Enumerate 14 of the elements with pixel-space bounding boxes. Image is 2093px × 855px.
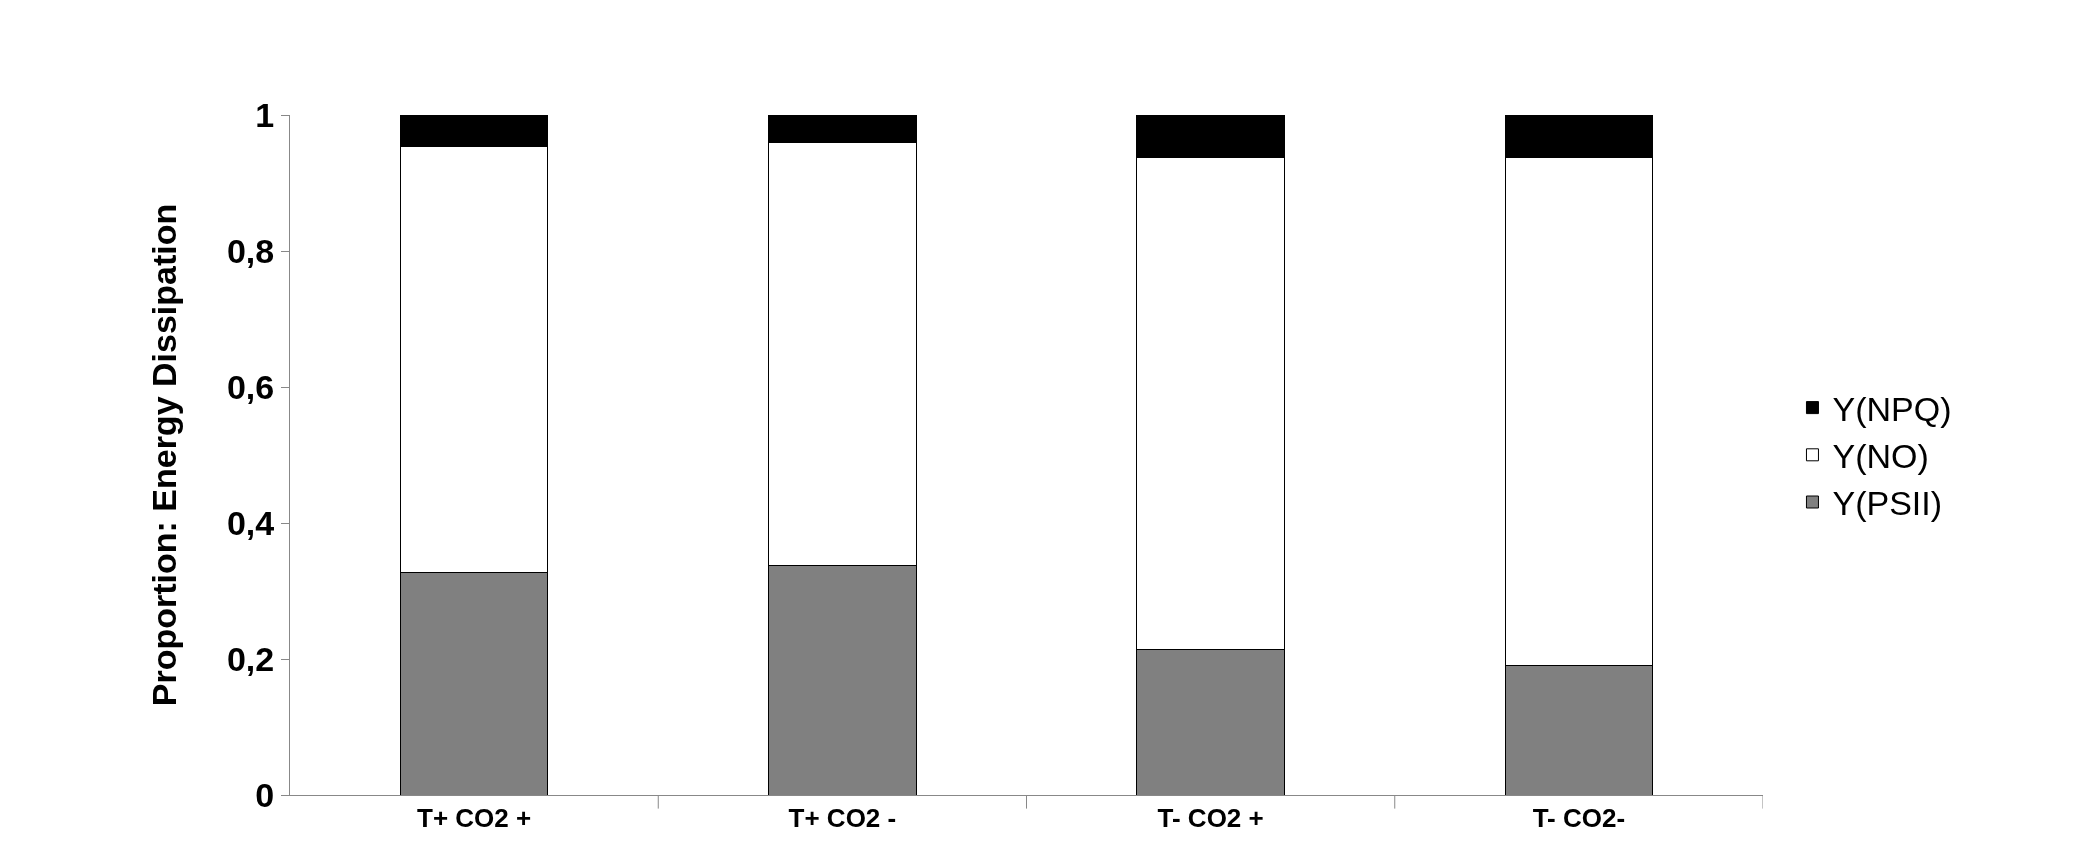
x-tick-label: T- CO2 + [1157, 803, 1264, 834]
y-tick-label: 0 [255, 775, 275, 814]
y-tick-label: 1 [255, 95, 275, 134]
x-tick-label: T+ CO2 + [417, 803, 532, 834]
y-tick-label: 0,6 [226, 367, 275, 406]
y-tick-label: 0,8 [226, 231, 275, 270]
x-tick-label: T- CO2- [1532, 803, 1626, 834]
y-tick-label: 0,4 [226, 503, 275, 542]
y-axis-title: Proportion: Energy Dissipation [144, 203, 183, 707]
x-tick-label: T+ CO2 - [788, 803, 897, 834]
legend-label: Y(NPQ) [1832, 389, 1952, 428]
legend-label: Y(PSII) [1832, 484, 1943, 523]
y-tick-label: 0,2 [226, 639, 275, 678]
legend-label: Y(NO) [1832, 437, 1929, 476]
